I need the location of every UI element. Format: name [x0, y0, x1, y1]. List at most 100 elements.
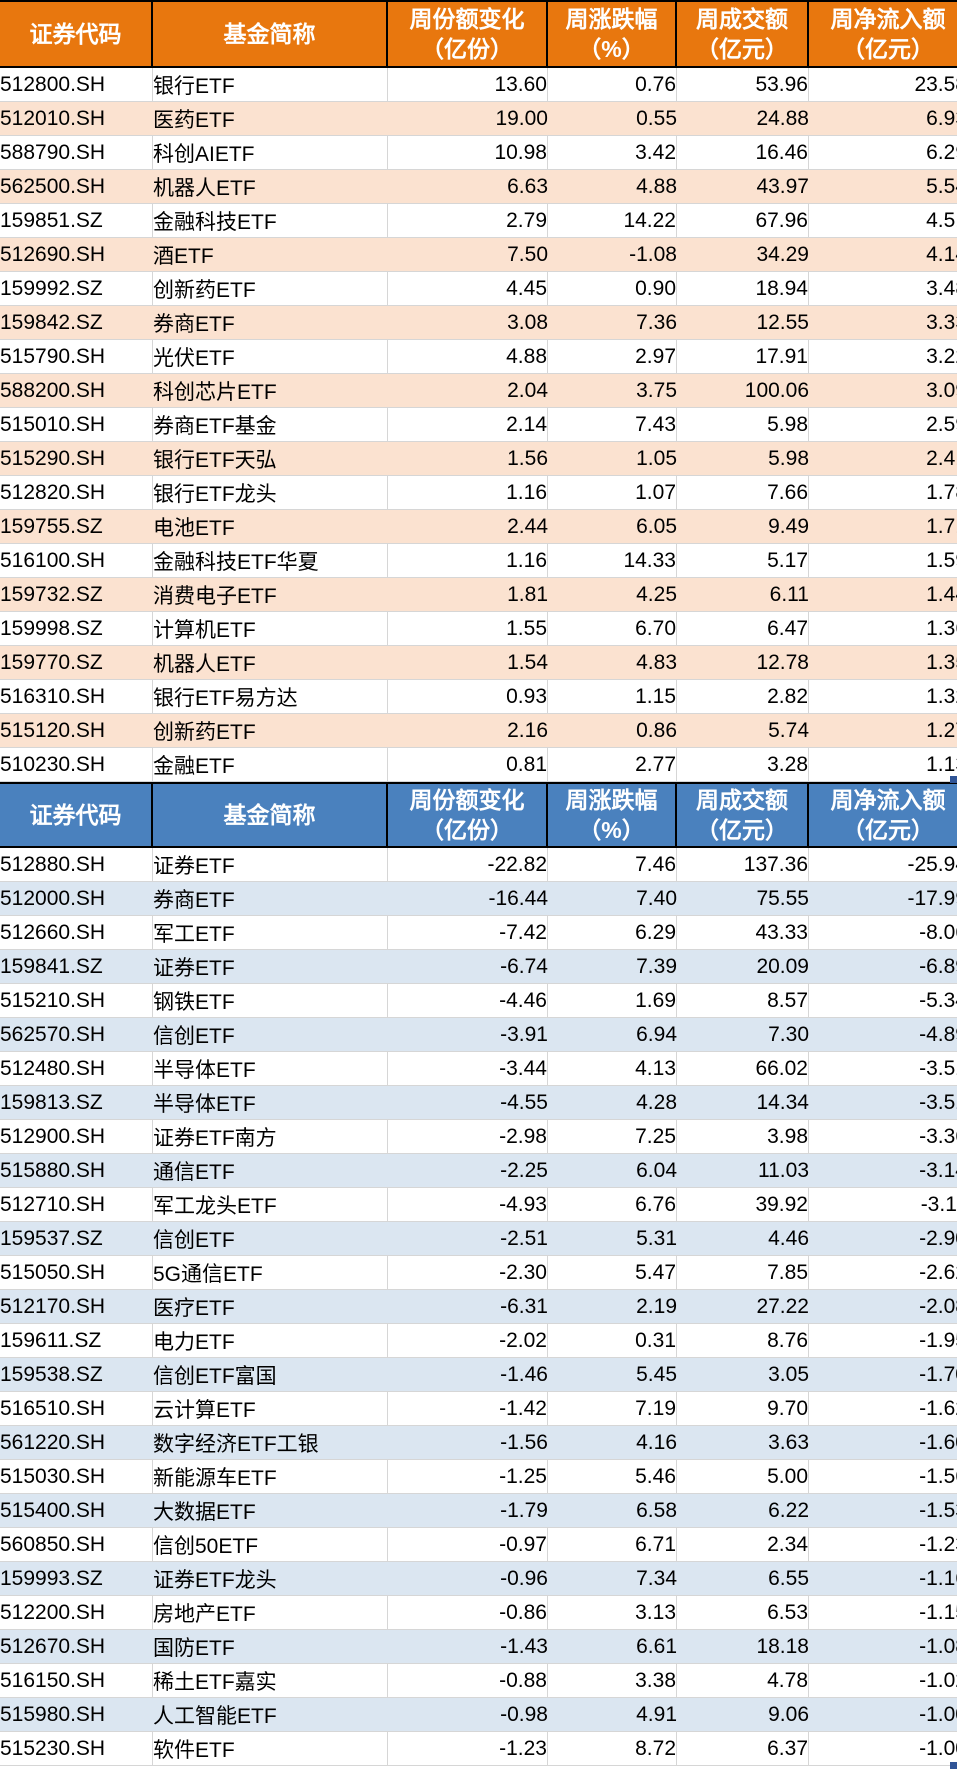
turnover-cell: 2.82 — [677, 680, 809, 714]
pct_change-cell: 1.07 — [548, 476, 677, 510]
pct_change-cell: 0.76 — [548, 68, 677, 102]
share_change-cell: 1.16 — [388, 476, 548, 510]
name-cell: 数字经济ETF工银 — [153, 1426, 388, 1460]
turnover-cell: 43.97 — [677, 170, 809, 204]
code-cell: 159755.SZ — [0, 510, 153, 544]
code-cell: 588790.SH — [0, 136, 153, 170]
share_change-cell: -3.91 — [388, 1018, 548, 1052]
turnover-cell: 4.78 — [677, 1664, 809, 1698]
net_flow-cell: 4.51 — [809, 204, 957, 238]
col-header-label: 周涨跌幅 — [565, 787, 658, 813]
turnover-cell: 75.55 — [677, 882, 809, 916]
net_flow-cell: -8.06 — [809, 916, 957, 950]
turnover-cell: 66.02 — [677, 1052, 809, 1086]
share_change-cell: -2.51 — [388, 1222, 548, 1256]
code-cell: 515210.SH — [0, 984, 153, 1018]
code-cell: 159537.SZ — [0, 1222, 153, 1256]
pct_change-cell: 3.38 — [548, 1664, 677, 1698]
name-cell: 创新药ETF — [153, 272, 388, 306]
share_change-cell: 19.00 — [388, 102, 548, 136]
pct_change-cell: 1.69 — [548, 984, 677, 1018]
pct_change-cell: 4.88 — [548, 170, 677, 204]
col-header-unit: （%） — [578, 36, 645, 62]
code-cell: 512820.SH — [0, 476, 153, 510]
pct_change-cell: 7.46 — [548, 848, 677, 882]
net_flow-cell: -3.51 — [809, 1052, 957, 1086]
name-cell: 电力ETF — [153, 1324, 388, 1358]
name-cell: 消费电子ETF — [153, 578, 388, 612]
net_flow-cell: -2.90 — [809, 1222, 957, 1256]
name-cell: 云计算ETF — [153, 1392, 388, 1426]
turnover-cell: 5.74 — [677, 714, 809, 748]
pct_change-cell: 2.77 — [548, 748, 677, 782]
code-cell: 515290.SH — [0, 442, 153, 476]
net_flow-cell: 4.14 — [809, 238, 957, 272]
pct_change-cell: 5.45 — [548, 1358, 677, 1392]
net_flow-cell: -1.16 — [809, 1562, 957, 1596]
pct_change-cell: 7.34 — [548, 1562, 677, 1596]
code-cell: 512480.SH — [0, 1052, 153, 1086]
code-cell: 159841.SZ — [0, 950, 153, 984]
net_flow-cell: -5.34 — [809, 984, 957, 1018]
col-header-label: 基金简称 — [223, 21, 316, 47]
turnover-cell: 5.17 — [677, 544, 809, 578]
code-cell: 159611.SZ — [0, 1324, 153, 1358]
pct_change-cell: -1.08 — [548, 238, 677, 272]
net-inflow-table-header: 证券代码 基金简称 周份额变化 （亿份） 周涨跌幅 （%） 周成交额 （亿元） 周净流入额 （亿元… — [0, 0, 957, 68]
name-cell: 人工智能ETF — [153, 1698, 388, 1732]
name-cell: 金融科技ETF华夏 — [153, 544, 388, 578]
col-header-share_change: 周份额变化 （亿份） — [388, 0, 548, 68]
turnover-cell: 9.06 — [677, 1698, 809, 1732]
col-header-turnover: 周成交额 （亿元） — [677, 0, 809, 68]
selection-handle-icon — [950, 776, 957, 783]
share_change-cell: 13.60 — [388, 68, 548, 102]
share_change-cell: 0.81 — [388, 748, 548, 782]
net_flow-cell: 2.59 — [809, 408, 957, 442]
share_change-cell: -0.98 — [388, 1698, 548, 1732]
net_flow-cell: -1.00 — [809, 1698, 957, 1732]
turnover-cell: 6.47 — [677, 612, 809, 646]
net-inflow-table-body: 512800.SH银行ETF13.600.7653.9623.58512010.… — [0, 68, 957, 782]
pct_change-cell: 7.43 — [548, 408, 677, 442]
turnover-cell: 4.46 — [677, 1222, 809, 1256]
code-cell: 159851.SZ — [0, 204, 153, 238]
net_flow-cell: -1.56 — [809, 1460, 957, 1494]
code-cell: 512000.SH — [0, 882, 153, 916]
header-row: 证券代码 基金简称 周份额变化 （亿份） 周涨跌幅 （%） 周成交额 （亿元） 周净流入额 （亿元… — [0, 0, 957, 68]
code-cell: 512170.SH — [0, 1290, 153, 1324]
code-cell: 159732.SZ — [0, 578, 153, 612]
name-cell: 房地产ETF — [153, 1596, 388, 1630]
col-header-unit: （亿元） — [842, 36, 934, 62]
net_flow-cell: -2.08 — [809, 1290, 957, 1324]
name-cell: 计算机ETF — [153, 612, 388, 646]
code-cell: 512010.SH — [0, 102, 153, 136]
share_change-cell: 2.14 — [388, 408, 548, 442]
net_flow-cell: -17.99 — [809, 882, 957, 916]
turnover-cell: 7.85 — [677, 1256, 809, 1290]
code-cell: 562570.SH — [0, 1018, 153, 1052]
col-header-label: 周净流入额 — [830, 6, 946, 32]
col-header-name: 基金简称 — [153, 782, 388, 848]
name-cell: 信创50ETF — [153, 1528, 388, 1562]
share_change-cell: -1.42 — [388, 1392, 548, 1426]
share_change-cell: -1.25 — [388, 1460, 548, 1494]
net_flow-cell: -4.89 — [809, 1018, 957, 1052]
code-cell: 512880.SH — [0, 848, 153, 882]
name-cell: 信创ETF — [153, 1018, 388, 1052]
share_change-cell: 1.81 — [388, 578, 548, 612]
turnover-cell: 8.76 — [677, 1324, 809, 1358]
net_flow-cell: -1.95 — [809, 1324, 957, 1358]
net_flow-cell: 1.59 — [809, 544, 957, 578]
name-cell: 银行ETF — [153, 68, 388, 102]
turnover-cell: 17.91 — [677, 340, 809, 374]
code-cell: 159842.SZ — [0, 306, 153, 340]
